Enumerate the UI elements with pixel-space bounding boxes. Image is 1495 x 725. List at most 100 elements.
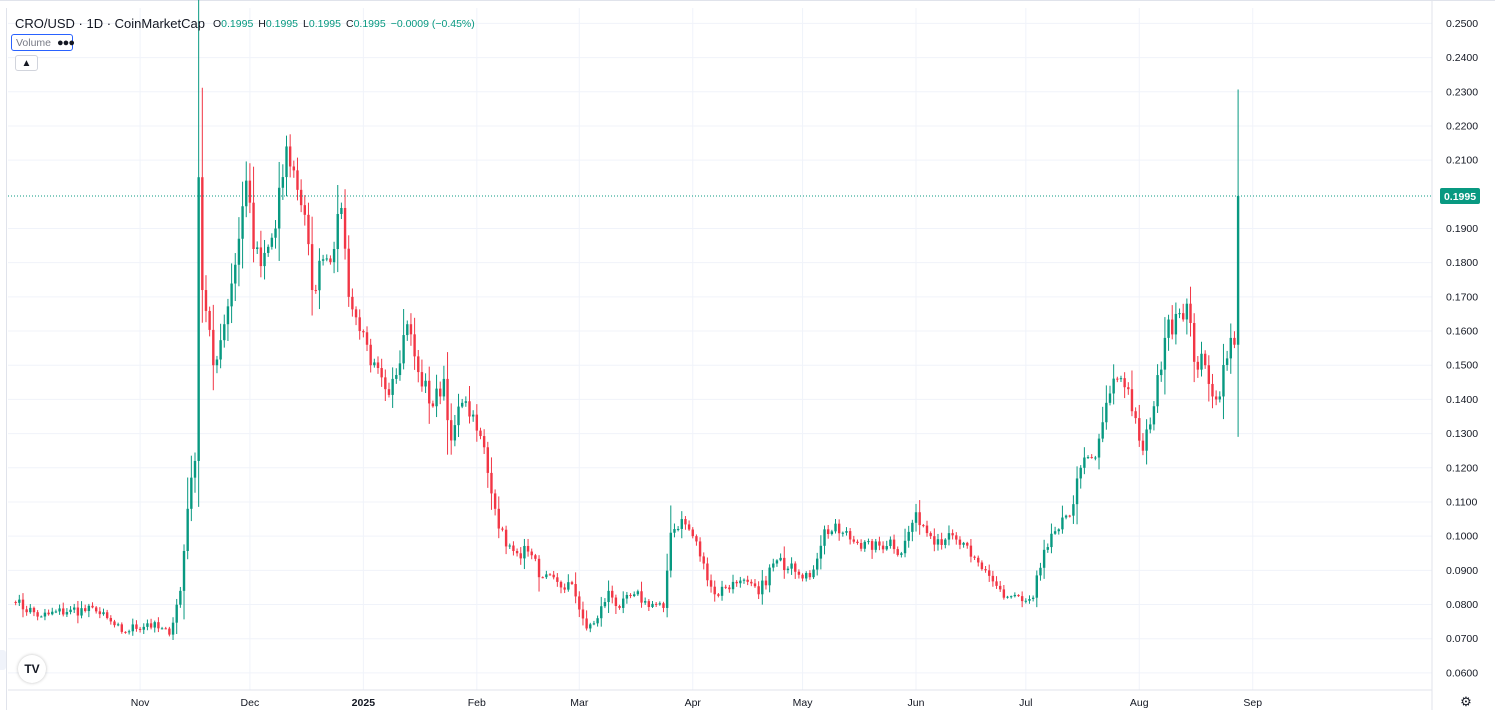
candle-body — [1108, 393, 1112, 403]
symbol-title[interactable]: CRO/USD · 1D · CoinMarketCap — [15, 16, 205, 31]
candle-body — [691, 529, 694, 537]
candle-body — [947, 533, 951, 540]
candle-body — [256, 247, 259, 250]
candle-body — [684, 519, 687, 525]
candle-body — [1064, 515, 1068, 518]
candle-body — [614, 597, 618, 606]
candle-body — [402, 335, 405, 364]
candle-body — [1156, 375, 1159, 407]
candle-body — [431, 403, 435, 407]
candle-body — [662, 603, 665, 608]
side-panel-handle[interactable] — [0, 650, 6, 670]
candle-body — [508, 545, 511, 547]
candle-body — [460, 402, 464, 407]
candle-body — [1009, 596, 1013, 598]
candle-body — [439, 388, 442, 397]
candle-body — [570, 582, 574, 585]
chevron-up-icon[interactable]: ▲ — [15, 55, 38, 71]
ellipsis-icon[interactable]: ●●● — [57, 36, 75, 49]
candle-body — [867, 541, 870, 543]
candle-body — [157, 622, 160, 629]
time-axis[interactable]: Nov Dec 2025 Feb Mar Apr May Jun Jul Aug Sep — [8, 689, 1432, 709]
open-value: 0.1995 — [221, 17, 254, 30]
candle-body — [113, 621, 116, 626]
candle-body — [182, 550, 186, 591]
candle-body — [786, 568, 790, 571]
candle-body — [285, 146, 288, 178]
candle-body — [640, 591, 643, 603]
candle-body — [603, 602, 607, 607]
candle-body — [797, 571, 801, 575]
candle-body — [73, 607, 76, 610]
y-tick-label: 0.2500 — [1446, 18, 1478, 30]
candle-body — [490, 472, 493, 494]
candle-body — [215, 359, 219, 366]
candle-body — [1196, 361, 1200, 370]
candle-body — [834, 523, 837, 532]
candle-body — [1229, 337, 1232, 359]
candle-body — [40, 616, 43, 618]
candle-body — [424, 380, 427, 387]
candle-body — [995, 581, 998, 586]
candle-body — [303, 205, 306, 215]
price-axis[interactable]: 0.2500 0.2400 0.2300 0.2200 0.2100 0.1900 0.18… — [1431, 0, 1478, 710]
candle-body — [138, 628, 142, 630]
candle-body — [321, 259, 325, 261]
y-tick-label: 0.1000 — [1446, 531, 1478, 543]
candle-body — [1233, 337, 1236, 345]
candle-body — [1072, 504, 1075, 516]
candle-body — [354, 309, 358, 318]
y-tick-label: 0.0600 — [1446, 667, 1478, 679]
candle-body — [918, 512, 921, 526]
candle-body — [391, 378, 394, 395]
candle-body — [32, 607, 36, 613]
candle-body — [43, 612, 47, 617]
candle-body — [519, 553, 522, 559]
candle-body — [779, 557, 782, 561]
candle-body — [863, 541, 866, 549]
candle-body — [969, 545, 973, 557]
candle-body — [698, 541, 702, 557]
candle-body — [702, 556, 705, 564]
candle-body — [197, 177, 200, 461]
candle-body — [581, 609, 585, 619]
candle-body — [127, 631, 131, 633]
candle-body — [1101, 422, 1104, 439]
candle-body — [193, 460, 197, 478]
candle-body — [142, 626, 145, 630]
candle-body — [512, 545, 515, 552]
volume-indicator-pill[interactable]: Volume ●●● — [11, 34, 75, 51]
candle-body — [80, 608, 83, 616]
y-tick-label: 0.1800 — [1446, 257, 1478, 269]
candle-body — [493, 493, 497, 509]
candle-body — [878, 541, 881, 546]
candle-body — [1236, 196, 1240, 345]
candle-body — [237, 238, 241, 265]
symbol-legend: CRO/USD · 1D · CoinMarketCap O 0.1995 H 0.… — [15, 16, 480, 31]
candle-body — [212, 329, 215, 366]
candle-body — [889, 539, 892, 547]
candle-body — [413, 334, 416, 357]
candle-body — [168, 628, 171, 635]
x-tick-label: Apr — [685, 697, 702, 709]
settings-gear-icon[interactable]: ⚙ — [1460, 694, 1472, 709]
high-value: 0.1995 — [265, 17, 299, 30]
candle-body — [794, 563, 797, 572]
candle-body — [944, 539, 947, 545]
candle-body — [1119, 378, 1123, 380]
candle-body — [87, 605, 91, 612]
candle-body — [914, 512, 918, 523]
candle-body — [325, 258, 328, 260]
candle-body — [841, 532, 845, 534]
candle-body — [201, 177, 204, 291]
candle-body — [881, 545, 885, 550]
candle-body — [775, 560, 779, 564]
candle-body — [475, 414, 479, 431]
candle-body — [277, 187, 281, 229]
candle-body — [124, 631, 127, 633]
candle-body — [812, 569, 815, 578]
tradingview-logo-icon[interactable]: TV — [18, 655, 46, 683]
candle-body — [296, 170, 299, 190]
candle-body — [380, 368, 383, 378]
